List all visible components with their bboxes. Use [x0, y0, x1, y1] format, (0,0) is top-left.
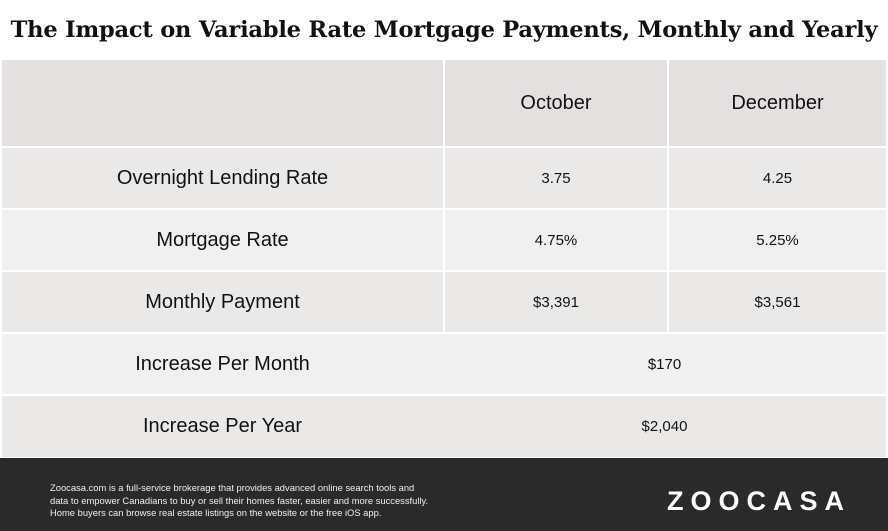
page-title: The Impact on Variable Rate Mortgage Pay…	[10, 17, 878, 43]
row-label: Overnight Lending Rate	[116, 166, 329, 189]
december-value: $3,561	[667, 272, 886, 332]
disclaimer-line: data to empower Canadians to buy or sell…	[50, 494, 429, 506]
header-empty-cell	[2, 60, 443, 146]
disclaimer-line: Zoocasa.com is a full-service brokerage …	[50, 482, 415, 493]
october-value: $3,391	[443, 272, 667, 332]
span-value: $170	[647, 355, 682, 373]
row-label: Increase Per Year	[143, 415, 302, 437]
header-october: October	[443, 60, 667, 146]
footer: Zoocasa.com is a full-service brokerage …	[0, 458, 888, 531]
table-row: Increase Per Year $2,040	[2, 394, 886, 457]
row-label: Mortgage Rate	[156, 228, 289, 251]
row-label: Increase Per Month	[135, 352, 310, 375]
table-row: Increase Per Month $170	[2, 332, 886, 394]
december-value: 5.25%	[667, 210, 886, 270]
december-value: 4.25	[667, 148, 886, 208]
table-header-row: October December	[2, 60, 886, 146]
october-value: 4.75%	[443, 210, 667, 270]
header-december: December	[667, 60, 886, 146]
row-label: Monthly Payment	[145, 290, 300, 313]
table-row: Mortgage Rate 4.75% 5.25%	[2, 208, 886, 270]
disclaimer-text: Zoocasa.com is a full-service brokerage …	[50, 482, 450, 520]
span-value: $2,040	[641, 418, 688, 435]
disclaimer-line: Home buyers can browse real estate listi…	[50, 507, 382, 518]
table-row: Overnight Lending Rate 3.75 4.25	[2, 146, 886, 208]
october-value: 3.75	[443, 148, 667, 208]
mortgage-table: October December Overnight Lending Rate …	[2, 60, 886, 457]
zoocasa-logo: ZOOCASA	[667, 486, 851, 516]
table-row: Monthly Payment $3,391 $3,561	[2, 270, 886, 332]
